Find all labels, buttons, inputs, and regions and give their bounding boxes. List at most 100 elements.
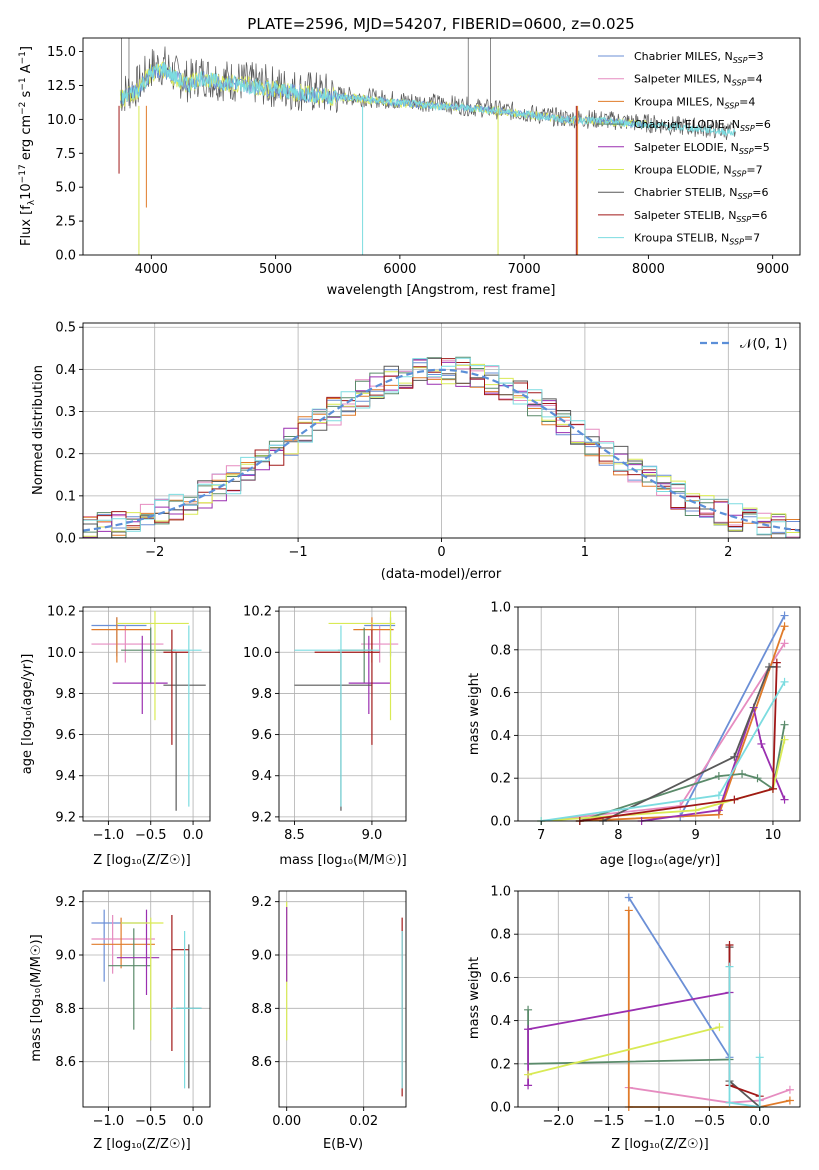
- weight-marker: [714, 791, 723, 800]
- weight-marker: [524, 1081, 533, 1090]
- error-point: [91, 617, 151, 663]
- y-tick-label: 9.2: [251, 895, 272, 910]
- panel-frame: [82, 890, 211, 1108]
- y-tick-label: 0.5: [55, 321, 76, 336]
- spectrum-lines: [118, 38, 736, 255]
- y-tick-label: 1.0: [490, 601, 511, 616]
- y-tick-label: 9.8: [55, 687, 76, 702]
- x-tick-label: −0.5: [135, 1114, 167, 1129]
- y-tick-label: 9.2: [55, 810, 76, 825]
- error-point: [171, 931, 202, 1089]
- legend-label: Salpeter ELODIE, NSSP=5: [634, 141, 770, 156]
- weight-marker: [738, 769, 747, 778]
- error-point: [163, 652, 206, 811]
- x-tick-label: −1.5: [593, 1114, 625, 1129]
- weight-vs-Z-ylabel: mass weight: [467, 957, 482, 1039]
- weight-line: [579, 662, 778, 822]
- x-tick-label: 1: [581, 545, 589, 560]
- y-tick-label: 9.6: [55, 728, 76, 743]
- y-tick-label: 7.5: [55, 147, 76, 162]
- mass-vs-metallicity-panel: −1.0 −0.5 0.0 8.6 8.8 9.0 9.2: [55, 890, 211, 1129]
- y-tick-label: 9.4: [55, 769, 76, 784]
- error-point: [163, 629, 189, 745]
- weight-marker: [524, 1005, 533, 1014]
- x-tick-label: 2: [724, 545, 732, 560]
- y-tick-label: 0.6: [490, 686, 511, 701]
- legend-label: Chabrier ELODIE, NSSP=6: [634, 118, 771, 133]
- error-point: [112, 635, 168, 714]
- y-tick-label: 9.6: [251, 728, 272, 743]
- x-tick-label: 0.02: [349, 1114, 378, 1129]
- weight-line: [579, 626, 786, 822]
- residuals-xlabel: (data-model)/error: [381, 567, 502, 582]
- age-vs-Z-ylabel: age [log₁₀(age/yr)]: [20, 654, 35, 775]
- y-tick-label: 0.4: [490, 1014, 511, 1029]
- grid-lines: [518, 890, 800, 1108]
- weight-marker: [624, 906, 633, 915]
- error-point: [348, 635, 391, 714]
- error-point: [108, 928, 151, 1030]
- legend-label: Chabrier MILES, NSSP=3: [634, 50, 764, 65]
- y-tick-label: 12.5: [47, 79, 76, 94]
- x-tick-label: 8.5: [284, 828, 305, 843]
- weight-vs-age-ylabel: mass weight: [467, 673, 482, 755]
- y-tick-label: 9.2: [251, 810, 272, 825]
- spectrum-line: [120, 61, 736, 137]
- x-tick-label: 0.0: [183, 828, 204, 843]
- grid-lines: [518, 606, 800, 822]
- x-tick-label: 10: [765, 828, 782, 843]
- grid-lines: [279, 891, 406, 1107]
- weight-line: [628, 1086, 791, 1104]
- x-tick-label: −1: [289, 545, 308, 560]
- grid-lines: [83, 607, 210, 821]
- x-tick-label: 9.0: [362, 828, 383, 843]
- weight-marker: [714, 806, 723, 815]
- weight-marker: [755, 1053, 764, 1062]
- legend-label: Kroupa STELIB, NSSP=7: [634, 232, 760, 247]
- spectrum-ylabel: Flux [fλ10−17 erg cm−2 s−1 A−1]: [18, 46, 37, 246]
- residual-histograms: [83, 356, 800, 538]
- y-tick-label: 0.4: [55, 363, 76, 378]
- y-tick-label: 0.6: [490, 971, 511, 986]
- mass-vs-Z-xlabel: Z [log₁₀(Z/Z☉)]: [93, 1137, 190, 1152]
- error-point: [176, 944, 202, 1089]
- y-tick-label: 2.5: [55, 215, 76, 230]
- y-tick-label: 8.6: [251, 1055, 272, 1070]
- error-point: [116, 611, 189, 721]
- x-tick-label: 6000: [383, 262, 416, 277]
- weight-marker: [780, 622, 789, 631]
- x-tick-label: 0.0: [749, 1114, 770, 1129]
- spectrum-panel: PLATE=2596, MJD=54207, FIBERID=0600, z=0…: [18, 15, 801, 298]
- weight-marker: [780, 735, 789, 744]
- y-tick-label: 0.0: [490, 1101, 511, 1116]
- spectrum-frame: [82, 37, 801, 256]
- x-tick-label: −0.5: [694, 1114, 726, 1129]
- weight-line: [541, 681, 786, 822]
- spectrum-legend: Chabrier MILES, NSSP=3 Salpeter MILES, NS…: [598, 50, 771, 247]
- y-tick-label: 0.2: [490, 772, 511, 787]
- x-tick-label: 9000: [756, 262, 789, 277]
- panel-frame: [517, 606, 801, 822]
- y-tick-label: 10.0: [243, 646, 272, 661]
- y-tick-label: 8.8: [55, 1002, 76, 1017]
- y-tick-label: 0.2: [490, 1057, 511, 1072]
- weight-vs-age-panel: 7 8 9 10 0.0 0.2 0.4 0.6 0.8 1.0: [490, 601, 801, 843]
- weight-line: [728, 966, 761, 1109]
- y-tick-label: 9.2: [55, 895, 76, 910]
- age-vs-Z-xlabel: Z [log₁₀(Z/Z☉)]: [93, 853, 190, 868]
- weight-marker: [691, 806, 700, 815]
- legend-label: Kroupa ELODIE, NSSP=7: [634, 164, 763, 179]
- age-vs-mass-panel: 8.5 9.0 9.2 9.4 9.6 9.8 10.0 10.2: [243, 605, 407, 843]
- x-tick-label: 0.0: [183, 1114, 204, 1129]
- age-vs-metallicity-panel: −1.0 −0.5 0.0 9.2 9.4 9.6 9.8 10.0 10.2: [47, 605, 211, 843]
- residual-histogram: [83, 357, 800, 538]
- panel-frame: [82, 606, 211, 822]
- weight-marker: [714, 772, 723, 781]
- y-tick-label: 8.6: [55, 1055, 76, 1070]
- spectrum-xlabel: wavelength [Angstrom, rest frame]: [327, 283, 556, 298]
- y-tick-label: 0.0: [490, 815, 511, 830]
- error-point: [171, 625, 202, 807]
- weight-vs-metallicity-panel: −2.0 −1.5 −1.0 −0.5 0.0 0.0 0.2 0.4 0.6 0.8 1.0: [490, 885, 801, 1129]
- spectrum-line: [119, 62, 649, 128]
